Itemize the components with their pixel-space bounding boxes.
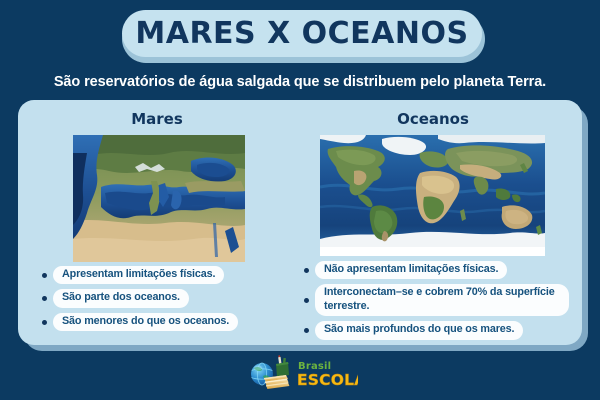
subtitle: São reservatórios de água salgada que se… <box>53 74 547 90</box>
title-banner: MARES X OCEANOS <box>122 10 485 63</box>
bullet-text: São mais profundos do que os mares. <box>315 321 524 340</box>
list-item: Não apresentam limitações físicas. <box>304 261 569 280</box>
bullet-dot-icon <box>304 297 309 303</box>
mediterranean-sea-map-image <box>73 135 245 262</box>
bullet-text: Não apresentam limitações físicas. <box>315 261 508 280</box>
column-heading-oceanos: Oceanos <box>397 110 469 128</box>
bullet-text: Apresentam limitações físicas. <box>53 266 225 285</box>
bullet-text: Interconectam–se e cobrem 70% da superfí… <box>315 284 569 317</box>
bullet-text: São menores do que os oceanos. <box>53 312 239 332</box>
world-map-image <box>320 135 545 256</box>
bullet-dot-icon <box>304 328 309 334</box>
list-item: São parte dos oceanos. <box>42 289 272 308</box>
list-item: São mais profundos do que os mares. <box>304 321 569 340</box>
title-pill: MARES X OCEANOS <box>122 10 482 57</box>
page-title: MARES X OCEANOS <box>135 16 469 51</box>
bullet-list-oceanos: Não apresentam limitações físicas. Inter… <box>304 261 569 340</box>
bullet-dot-icon <box>304 267 309 273</box>
brasil-escola-logo[interactable]: Brasil ESCOLA <box>248 355 358 390</box>
bullet-text: São parte dos oceanos. <box>53 289 189 308</box>
list-item: Apresentam limitações físicas. <box>42 266 272 285</box>
bullet-dot-icon <box>42 296 47 302</box>
logo-brasil-text: Brasil <box>298 361 331 372</box>
bullet-dot-icon <box>42 319 47 325</box>
column-heading-mares: Mares <box>131 110 183 128</box>
list-item: São menores do que os oceanos. <box>42 312 272 332</box>
list-item: Interconectam–se e cobrem 70% da superfí… <box>304 284 569 317</box>
bullet-dot-icon <box>42 272 47 278</box>
logo-escola-text: ESCOLA <box>297 371 358 389</box>
bullet-list-mares: Apresentam limitações físicas. São parte… <box>42 266 272 332</box>
